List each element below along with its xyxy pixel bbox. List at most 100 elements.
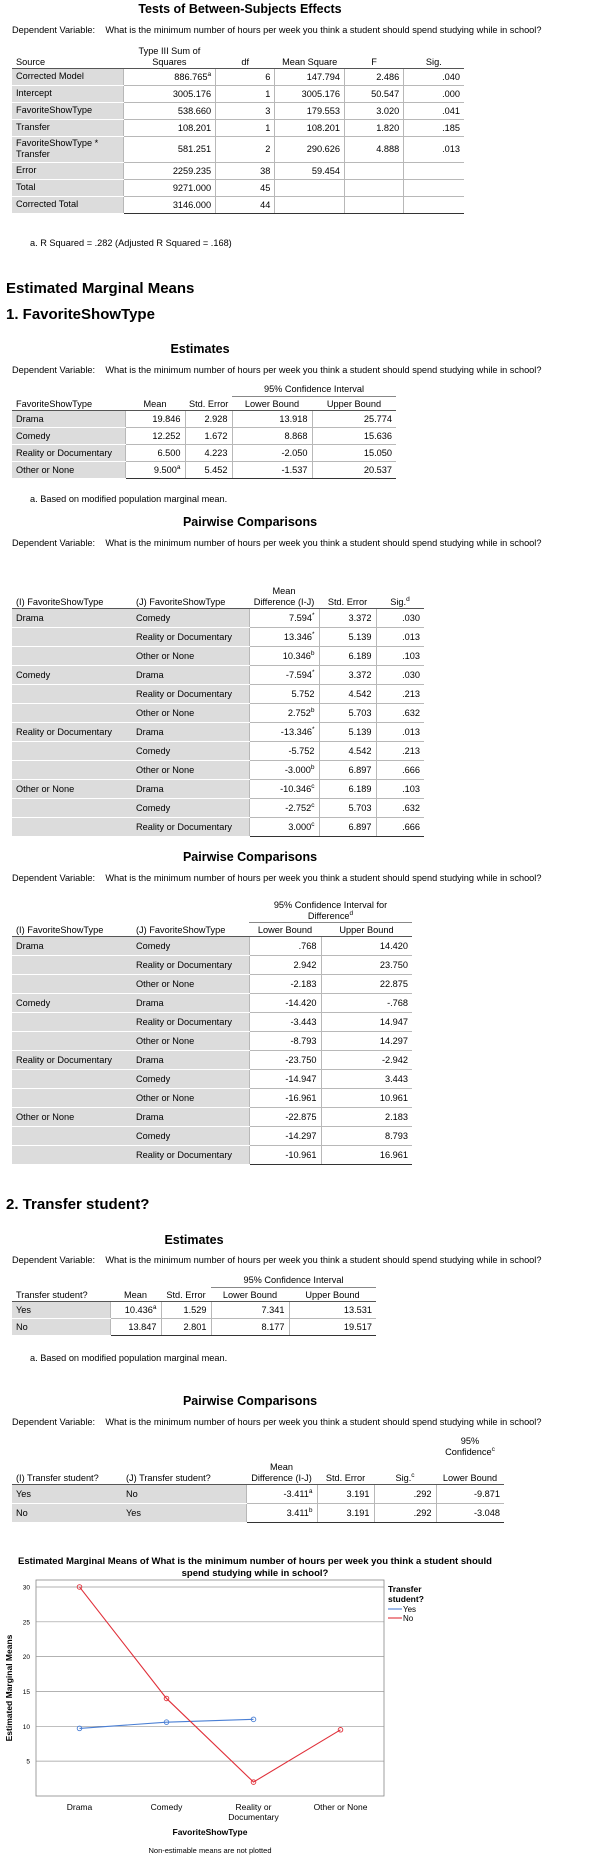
- row-label: Comedy: [132, 741, 249, 761]
- col-header-i: (I) FavoriteShowType: [12, 922, 132, 937]
- cell-ub: -.768: [320, 993, 413, 1013]
- row-group-label: [12, 627, 132, 647]
- cell-se: 6.189: [318, 779, 376, 799]
- row-label: Drama: [132, 779, 249, 799]
- cell-md: -3.411a: [245, 1484, 317, 1504]
- row-label: Drama: [12, 410, 125, 428]
- row-group-label: Comedy: [12, 993, 132, 1013]
- chart-footer: Non-estimable means are not plotted: [149, 1846, 272, 1855]
- cell-lb: -10.961: [248, 1145, 321, 1165]
- table-row: Comedy Drama -7.594* 3.372.030: [12, 665, 424, 685]
- legend-title-line2: student?: [388, 1594, 424, 1604]
- cell-lb: .768: [248, 936, 321, 956]
- legend-label: Yes: [403, 1605, 416, 1614]
- cell-ub: 25.774: [311, 410, 397, 428]
- row-label: Reality or Documentary: [132, 684, 249, 704]
- cell-df: 1: [215, 119, 275, 137]
- cell-sig: .213: [375, 741, 424, 761]
- cell-lb: -8.793: [248, 1031, 321, 1051]
- col-header-showtype: FavoriteShowType: [12, 396, 125, 411]
- row-group-label: [12, 798, 132, 818]
- ci-header: 95% Confidence Interval: [232, 382, 397, 397]
- row-label: Comedy: [132, 936, 249, 956]
- cell-lb: -2.183: [248, 974, 321, 994]
- cell-ub: 14.947: [320, 1012, 413, 1032]
- data-point: [250, 1779, 257, 1785]
- table-row: Reality or Documentary Drama -13.346* 5.139…: [12, 722, 424, 742]
- cell-lb: -23.750: [248, 1050, 321, 1070]
- cell-lb: -3.048: [435, 1503, 504, 1523]
- row-label: Other or None: [132, 1088, 249, 1108]
- col-header-se: Std. Error: [185, 396, 232, 411]
- row-label: Drama: [132, 1107, 249, 1127]
- col-header-mean: Mean: [110, 1287, 161, 1302]
- y-tick-label: 5: [26, 1759, 30, 1766]
- cell-ss: 538.660: [122, 102, 216, 120]
- col-header-transfer: Transfer student?: [12, 1287, 110, 1302]
- cell-sig: .292: [373, 1503, 436, 1523]
- cell-se: 3.191: [316, 1503, 374, 1523]
- cell-se: 3.191: [316, 1484, 374, 1504]
- cell-sig: .213: [375, 684, 424, 704]
- pairwise1b-title: Pairwise Comparisons: [182, 850, 318, 864]
- cell-sig: .632: [375, 703, 424, 723]
- row-group-label: Comedy: [12, 665, 132, 685]
- cell-sig: .030: [375, 608, 424, 628]
- cell-sig: .103: [375, 646, 424, 666]
- cell-lb: -2.050: [231, 444, 312, 462]
- cell-md: 3.000c: [248, 817, 319, 837]
- cell-ss: 3005.176: [122, 85, 216, 103]
- row-label: Yes: [12, 1484, 122, 1504]
- table-row: FavoriteShowType 538.660 3 179.553 3.020.041: [12, 102, 464, 120]
- col-header-md: Mean Difference (I-J): [249, 578, 319, 609]
- col-header-i: (I) Transfer student?: [12, 1458, 122, 1485]
- cell-md: -3.000b: [248, 760, 319, 780]
- y-tick-label: 30: [23, 1584, 31, 1591]
- cell-se: 5.452: [184, 461, 232, 479]
- col-header-se: Std. Error: [161, 1287, 211, 1302]
- cell-sig: .000: [403, 85, 464, 103]
- cell-md: -2.752c: [248, 798, 319, 818]
- col-header-ub: Upper Bound: [321, 922, 413, 937]
- between-title: Tests of Between-Subjects Effects: [138, 2, 342, 16]
- cell-f: 2.486: [343, 68, 404, 86]
- between-subjects-table: Source Type III Sum of Squares df Mean S…: [12, 42, 464, 214]
- row-group-label: [12, 703, 132, 723]
- row-label: Reality or Documentary: [132, 817, 249, 837]
- row-group-label: [12, 760, 132, 780]
- cell-md: 5.752: [248, 684, 319, 704]
- cell-sig: .103: [375, 779, 424, 799]
- cell-ms: 179.553: [274, 102, 345, 120]
- pairwise2-title: Pairwise Comparisons: [182, 1394, 318, 1408]
- data-point: [76, 1584, 83, 1590]
- cell-se: 4.542: [318, 741, 376, 761]
- col-header-lb: Lower Bound: [249, 922, 321, 937]
- table-row: No 13.847 2.801 8.177 19.517: [12, 1318, 377, 1336]
- table-row: Other or None -8.793 14.297: [12, 1031, 413, 1051]
- row-group-label: Reality or Documentary: [12, 722, 132, 742]
- cell-mean: 19.846: [124, 410, 185, 428]
- col-header-ub: Upper Bound: [289, 1287, 377, 1302]
- row-label: Drama: [132, 722, 249, 742]
- cell-ub: 15.636: [311, 427, 397, 445]
- x-axis-label: FavoriteShowType: [173, 1827, 248, 1837]
- table-row: Comedy -2.752c 5.703.632: [12, 798, 424, 818]
- cell-ms: 3005.176: [274, 85, 345, 103]
- cell-df: 3: [215, 102, 275, 120]
- estimates2-table: 95% Confidence Interval Transfer student…: [12, 1273, 377, 1336]
- cell-sig: .013: [403, 136, 464, 163]
- col-header-mean: Mean: [125, 396, 185, 411]
- data-point: [76, 1725, 83, 1732]
- row-label: FavoriteShowType: [12, 102, 124, 120]
- ci-header: 95% Confidence Interval: [211, 1273, 377, 1288]
- cell-f: [343, 162, 404, 180]
- row-group-label: Drama: [12, 608, 132, 628]
- table-row: Reality or Documentary 3.000c 6.897.666: [12, 817, 424, 837]
- y-tick-label: 10: [23, 1724, 31, 1731]
- data-point: [163, 1719, 170, 1725]
- col-header-lb: Lower Bound: [211, 1287, 289, 1302]
- emm-heading: Estimated Marginal Means: [6, 280, 195, 297]
- cell-df: 44: [215, 196, 275, 214]
- table-row: Comedy -14.947 3.443: [12, 1069, 413, 1089]
- cell-lb: -22.875: [248, 1107, 321, 1127]
